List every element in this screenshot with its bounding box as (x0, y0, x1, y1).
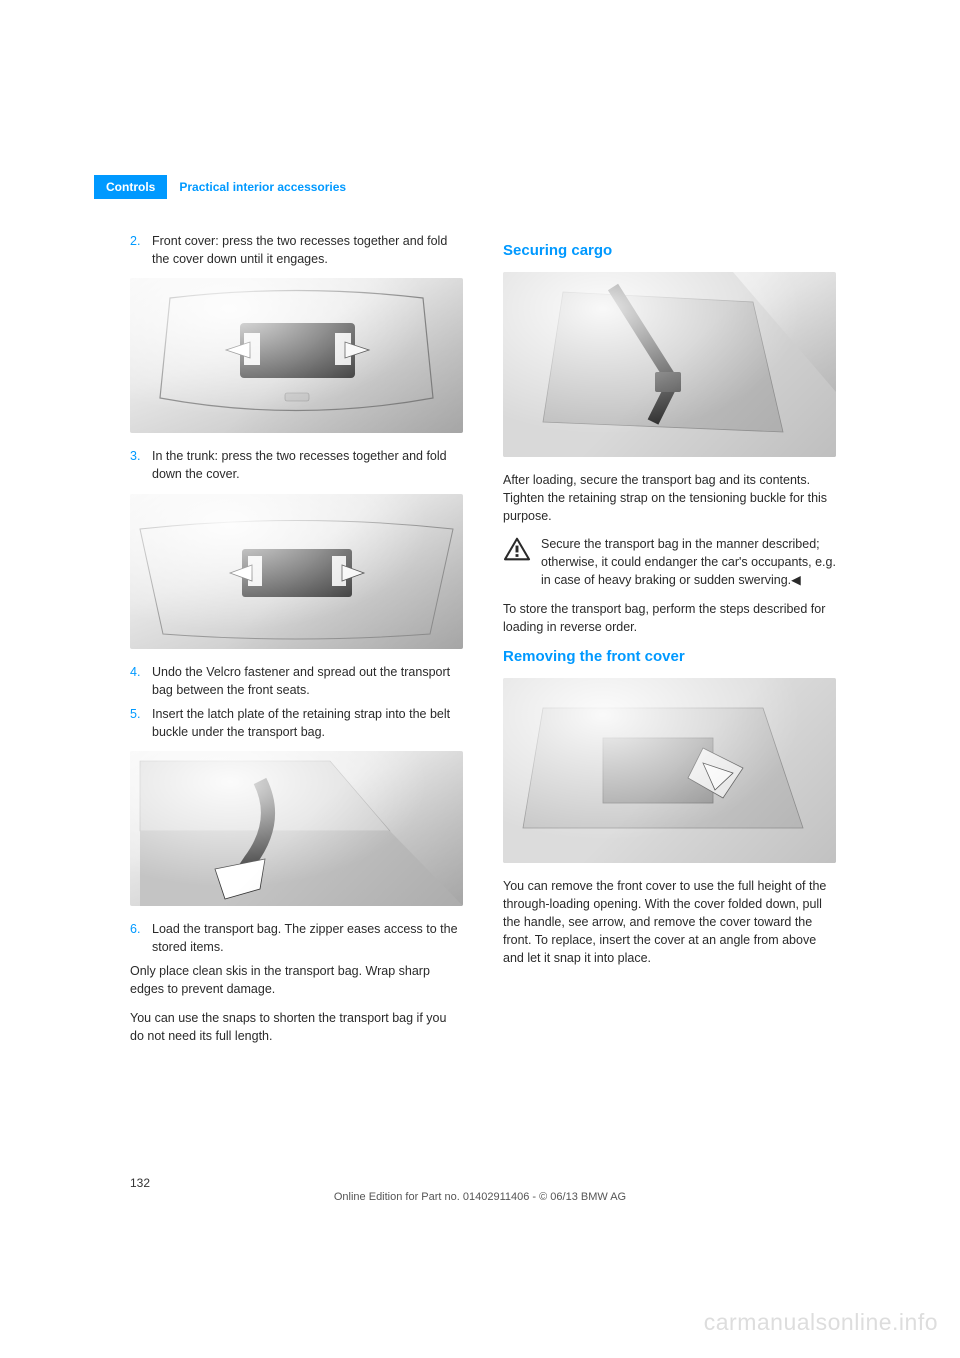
figure-removing-cover (503, 678, 836, 863)
figure-trunk (130, 494, 463, 649)
figure-front-cover (130, 278, 463, 433)
step-number: 3. (130, 447, 152, 483)
header-bar: Controls Practical interior accessories (94, 175, 358, 199)
watermark: carmanualsonline.info (704, 1309, 938, 1336)
page-number: 132 (130, 1176, 150, 1190)
right-column: Securing cargo After loading, secure the… (503, 232, 836, 1055)
footer-line: Online Edition for Part no. 01402911406 … (0, 1191, 960, 1203)
paragraph: Only place clean skis in the transport b… (130, 962, 463, 998)
step-text: Front cover: press the two recesses toge… (152, 232, 463, 268)
content-columns: 2. Front cover: press the two recesses t… (130, 232, 836, 1055)
step-text: In the trunk: press the two recesses tog… (152, 447, 463, 483)
figure-securing-cargo (503, 272, 836, 457)
step-text: Undo the Velcro fastener and spread out … (152, 663, 463, 699)
list-item: 4. Undo the Velcro fastener and spread o… (130, 663, 463, 699)
list-item: 3. In the trunk: press the two recesses … (130, 447, 463, 483)
header-tab-controls: Controls (94, 175, 167, 199)
figure-belt-buckle (130, 751, 463, 906)
warning-block: Secure the transport bag in the manner d… (503, 535, 836, 589)
list-item: 5. Insert the latch plate of the retaini… (130, 705, 463, 741)
list-item: 2. Front cover: press the two recesses t… (130, 232, 463, 268)
paragraph: You can remove the front cover to use th… (503, 877, 836, 968)
paragraph: You can use the snaps to shorten the tra… (130, 1009, 463, 1045)
step-number: 6. (130, 920, 152, 956)
warning-icon (503, 537, 531, 561)
left-column: 2. Front cover: press the two recesses t… (130, 232, 463, 1055)
heading-removing-cover: Removing the front cover (503, 646, 836, 668)
paragraph: After loading, secure the transport bag … (503, 471, 836, 525)
step-text: Insert the latch plate of the retaining … (152, 705, 463, 741)
step-number: 2. (130, 232, 152, 268)
step-number: 4. (130, 663, 152, 699)
heading-securing-cargo: Securing cargo (503, 240, 836, 262)
list-item: 6. Load the transport bag. The zipper ea… (130, 920, 463, 956)
step-text: Load the transport bag. The zipper eases… (152, 920, 463, 956)
warning-text: Secure the transport bag in the manner d… (541, 535, 836, 589)
header-section-title: Practical interior accessories (167, 175, 358, 199)
step-number: 5. (130, 705, 152, 741)
paragraph: To store the transport bag, perform the … (503, 600, 836, 636)
page: Controls Practical interior accessories … (0, 0, 960, 1358)
